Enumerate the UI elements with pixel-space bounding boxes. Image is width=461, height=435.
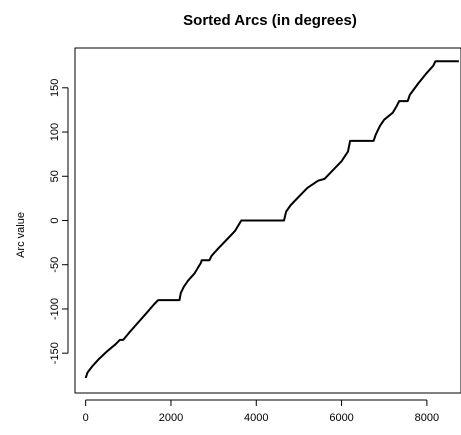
- x-tick-label: 8000: [415, 412, 439, 424]
- x-tick-label: 0: [83, 412, 89, 424]
- series-line: [84, 60, 459, 379]
- y-axis-label: Arc value: [15, 212, 27, 258]
- x-tick-label: 4000: [244, 412, 268, 424]
- y-tick-label: 150: [49, 79, 61, 97]
- x-tick-label: 2000: [159, 412, 183, 424]
- y-tick-label: -50: [49, 257, 61, 273]
- x-axis: 0 2000 4000 6000 8000: [83, 399, 439, 424]
- y-tick-label: 50: [49, 170, 61, 182]
- y-tick-label: -150: [49, 342, 61, 364]
- chart-title: Sorted Arcs (in degrees): [183, 12, 357, 29]
- x-tick-label: 6000: [329, 412, 353, 424]
- series-layer: [84, 60, 459, 379]
- y-tick-label: -100: [49, 298, 61, 320]
- plot-frame: [74, 47, 461, 394]
- y-tick-label: 0: [49, 217, 61, 223]
- y-tick-label: 100: [49, 123, 61, 141]
- y-axis: -150 -100 -50 0 50 100 150: [49, 79, 69, 364]
